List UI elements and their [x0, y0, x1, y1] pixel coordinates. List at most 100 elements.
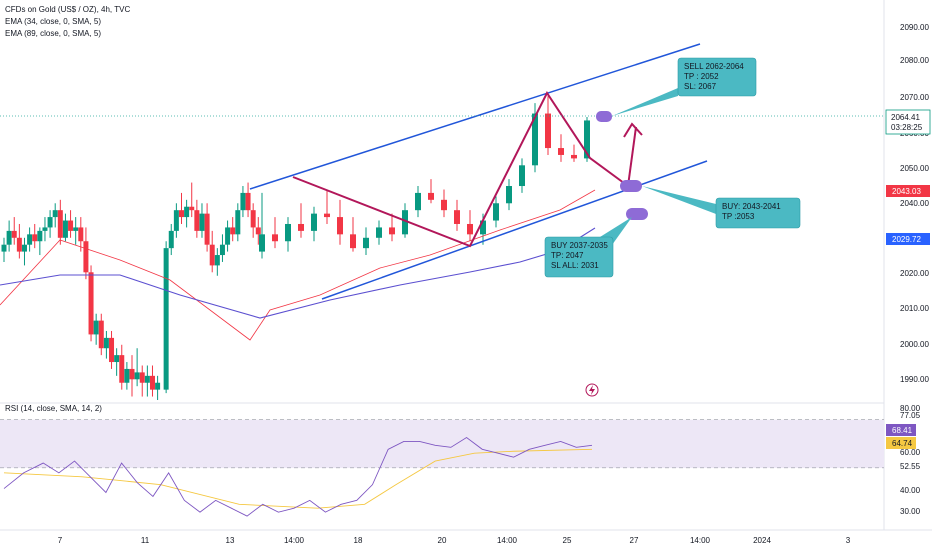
- candle-body: [250, 210, 256, 228]
- rsi-ma-line: [3, 448, 593, 509]
- candle-body: [37, 230, 43, 242]
- callout-box: [544, 236, 614, 278]
- time-tick-label: 14:00: [284, 536, 305, 545]
- candle-body: [584, 120, 590, 159]
- candle-body: [454, 210, 460, 224]
- time-tick-label: 25: [563, 536, 572, 545]
- candle-body: [47, 217, 53, 228]
- candle-body: [363, 237, 369, 249]
- candle-body: [415, 192, 421, 211]
- symbol-title[interactable]: CFDs on Gold (US$ / OZ), 4h, TVC: [5, 5, 131, 14]
- buy-zone-marker: [620, 180, 642, 192]
- candle-body: [519, 165, 525, 187]
- rsi-tick-label: 80.00: [900, 404, 921, 413]
- buy-zone-marker-2: [626, 208, 648, 220]
- ema34-tag: [886, 185, 930, 197]
- candle-body: [42, 227, 48, 231]
- candle-body: [558, 148, 564, 155]
- callout-box: [715, 197, 801, 229]
- callout-line: SL: 2067: [684, 82, 717, 91]
- callout-pointer: [642, 186, 716, 214]
- candle-body: [255, 227, 261, 235]
- time-axis[interactable]: 7 11 13 14:00 18 20 14:00 25 27 14:00 2024 3: [58, 536, 851, 545]
- candle-body: [235, 210, 241, 235]
- candle-body: [184, 206, 190, 218]
- rsi-value-tag: [886, 424, 916, 436]
- rsi-ma-tag: [886, 437, 916, 449]
- candle-body: [178, 210, 184, 218]
- ema-lines: [0, 189, 596, 341]
- ema34-tag-value: 2043.03: [892, 187, 921, 196]
- candle-body: [189, 206, 195, 211]
- ema89-tag: [886, 233, 930, 245]
- candle-body: [467, 223, 473, 235]
- candle-body: [168, 230, 174, 249]
- channel-upper-line: [249, 43, 701, 190]
- candle-body: [219, 244, 225, 256]
- candle-body: [285, 223, 291, 242]
- ema34-legend[interactable]: EMA (34, close, 0, SMA, 5): [5, 17, 102, 26]
- time-tick-label: 11: [141, 536, 150, 545]
- rsi-tick-label: 77.05: [900, 411, 921, 420]
- candle-body: [103, 337, 109, 349]
- projection-arrowhead: [623, 122, 643, 138]
- rsi-value: 68.41: [892, 426, 913, 435]
- callout-line: TP :2053: [722, 212, 755, 221]
- candle-body: [119, 355, 125, 383]
- channel-lower-line: [321, 160, 708, 300]
- candle-body: [204, 213, 210, 245]
- candle-body: [209, 244, 215, 266]
- callout-line: TP : 2052: [684, 72, 719, 81]
- price-tick-label: 2090.00: [900, 23, 929, 32]
- candle-body: [139, 372, 145, 383]
- candle-body: [311, 213, 317, 231]
- price-tick-label: 2020.00: [900, 269, 929, 278]
- last-price-value: 2064.41: [891, 113, 920, 122]
- callout-line: SL ALL: 2031: [551, 261, 599, 270]
- candle-body: [16, 237, 22, 252]
- rsi-legend[interactable]: RSI (14, close, SMA, 14, 2): [5, 404, 102, 413]
- candle-body: [350, 234, 356, 249]
- rsi-tick-label: 30.00: [900, 507, 921, 516]
- candle-body: [78, 227, 84, 242]
- candle-body: [109, 337, 115, 363]
- rsi-line: [3, 436, 593, 517]
- candle-body: [93, 320, 99, 335]
- time-tick-label: 27: [630, 536, 639, 545]
- callout-line: SELL 2062-2064: [684, 62, 744, 71]
- candle-body: [194, 210, 200, 231]
- candle-body: [493, 203, 499, 221]
- time-tick-label: 7: [58, 536, 63, 545]
- callout-line: BUY 2037-2035: [551, 241, 608, 250]
- candle-body: [230, 227, 236, 235]
- price-tick-label: 2080.00: [900, 56, 929, 65]
- price-axis[interactable]: 2090.002080.002070.002060.002050.002040.…: [885, 23, 931, 516]
- candle-body: [259, 234, 265, 252]
- candle-body: [245, 192, 251, 211]
- rsi-tick-label: 40.00: [900, 486, 921, 495]
- candle-body: [324, 213, 330, 218]
- last-price-tag: [885, 109, 931, 135]
- candle-body: [6, 230, 12, 245]
- countdown-value: 03:28:25: [891, 123, 923, 132]
- callout-box: [677, 57, 757, 97]
- candle-body: [83, 241, 89, 273]
- candle-body: [144, 375, 150, 383]
- candle-body: [480, 220, 486, 235]
- candle-body: [27, 234, 33, 245]
- candle-body: [199, 213, 205, 231]
- ema89-legend[interactable]: EMA (89, close, 0, SMA, 5): [5, 29, 102, 38]
- lightning-icon: [585, 383, 599, 397]
- ema89-line: [0, 227, 596, 319]
- candle-body: [155, 382, 161, 390]
- candle-body: [62, 220, 68, 238]
- candle-body: [68, 220, 74, 231]
- candle-body: [173, 210, 179, 231]
- price-tick-label: 2070.00: [900, 93, 929, 102]
- candle-body: [337, 217, 343, 235]
- rsi-tick-label: 60.00: [900, 448, 921, 457]
